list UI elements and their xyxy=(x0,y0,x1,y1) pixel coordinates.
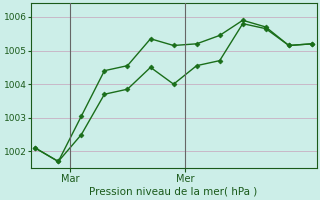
X-axis label: Pression niveau de la mer( hPa ): Pression niveau de la mer( hPa ) xyxy=(90,187,258,197)
